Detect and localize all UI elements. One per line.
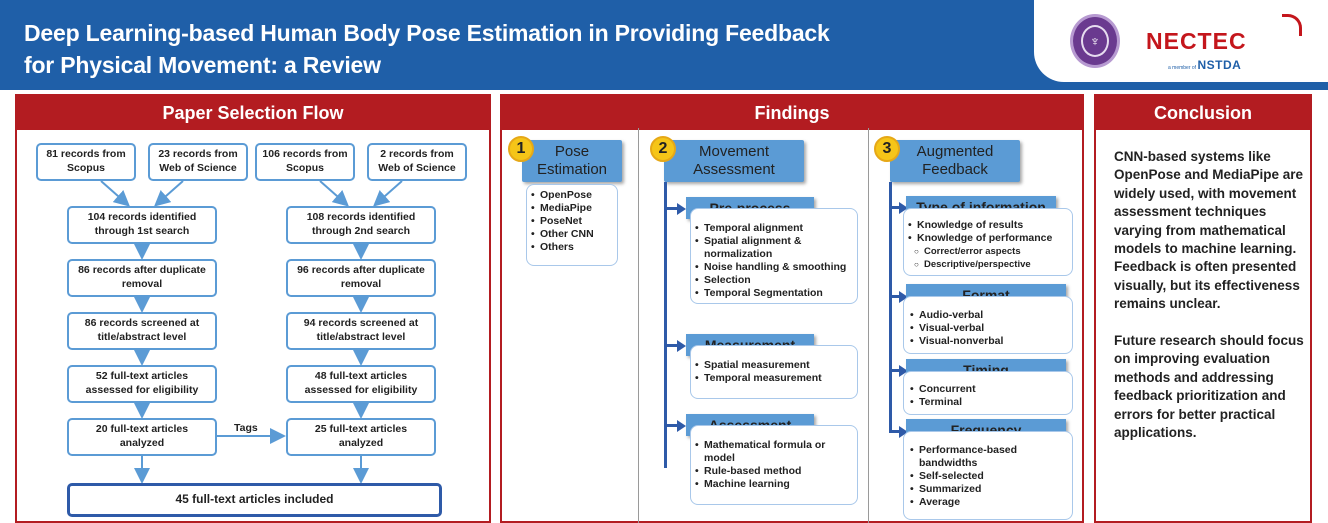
list-item: MediaPipe: [529, 202, 617, 215]
movement-assessment-header: Movement Assessment: [664, 140, 804, 182]
findings-column-pose: Pose Estimation 1 OpenPose MediaPipe Pos…: [502, 128, 639, 523]
logo-area: ♆ NECTEC a member of NSTDA: [1034, 0, 1328, 82]
arrow-head-icon: [677, 340, 686, 352]
connector-line: [889, 369, 901, 372]
connector-line: [889, 206, 901, 209]
conclusion-text: CNN-based systems like OpenPose and Medi…: [1114, 148, 1304, 461]
poster-header: Deep Learning-based Human Body Pose Esti…: [0, 0, 1328, 90]
conclusion-panel: Conclusion CNN-based systems like OpenPo…: [1094, 94, 1312, 523]
conclusion-paragraph-1: CNN-based systems like OpenPose and Medi…: [1114, 149, 1304, 312]
frequency-list: Performance-based bandwidths Self-select…: [903, 431, 1073, 520]
finding-number-badge-2: 2: [650, 136, 676, 162]
flow-box-dedup-1: 86 records after duplicate removal: [67, 259, 217, 297]
list-item: Selection: [693, 274, 857, 287]
feedback-tree-line: [889, 182, 892, 432]
conclusion-heading: Conclusion: [1096, 96, 1310, 130]
list-item: Machine learning: [693, 478, 857, 491]
flow-box-final: 45 full-text articles included: [67, 483, 442, 517]
list-item: Performance-based bandwidths: [908, 444, 1028, 470]
list-subitem: Correct/error aspects: [906, 245, 1072, 258]
paper-selection-heading: Paper Selection Flow: [17, 96, 489, 130]
poster-title-line-1: Deep Learning-based Human Body Pose Esti…: [24, 20, 830, 46]
list-item: Other CNN: [529, 228, 617, 241]
list-item: Spatial alignment & normalization: [693, 235, 823, 261]
connector-line: [889, 295, 901, 298]
list-item: Others: [529, 241, 617, 254]
list-item: PoseNet: [529, 215, 617, 228]
flow-box-screened-2: 94 records screened at title/abstract le…: [286, 312, 436, 350]
list-item: Knowledge of results: [906, 219, 1072, 232]
flow-box-dedup-2: 96 records after duplicate removal: [286, 259, 436, 297]
list-item: Summarized: [908, 483, 1072, 496]
arrow-head-icon: [677, 203, 686, 215]
arrow-head-icon: [899, 202, 908, 214]
list-item: Temporal alignment: [693, 222, 857, 235]
connector-line: [889, 430, 901, 433]
list-item: Visual-verbal: [908, 322, 1072, 335]
flow-box-scopus-2: 106 records from Scopus: [255, 143, 355, 181]
connector-line: [664, 207, 680, 210]
list-item: Visual-nonverbal: [908, 335, 1072, 348]
flow-box-scopus-1: 81 records from Scopus: [36, 143, 136, 181]
flow-box-wos-2: 2 records from Web of Science: [367, 143, 467, 181]
flow-box-identified-2: 108 records identified through 2nd searc…: [286, 206, 436, 244]
nectec-logo: NECTEC: [1146, 28, 1247, 54]
list-item: Temporal Segmentation: [693, 287, 857, 300]
findings-column-feedback: Augmented Feedback 3 Type of information…: [869, 128, 1082, 523]
flow-box-screened-1: 86 records screened at title/abstract le…: [67, 312, 217, 350]
type-of-information-list: Knowledge of results Knowledge of perfor…: [903, 208, 1073, 276]
flow-box-identified-1: 104 records identified through 1st searc…: [67, 206, 217, 244]
poster-title-line-2: for Physical Movement: a Review: [24, 52, 381, 78]
list-item: Noise handling & smoothing: [693, 261, 857, 274]
movement-tree-line: [664, 182, 667, 468]
arrow-head-icon: [899, 291, 908, 303]
list-item: Audio-verbal: [908, 309, 1072, 322]
flow-box-eligibility-2: 48 full-text articles assessed for eligi…: [286, 365, 436, 403]
pose-estimation-list: OpenPose MediaPipe PoseNet Other CNN Oth…: [526, 184, 618, 266]
findings-column-movement: Movement Assessment 2 Pre-process Tempor…: [639, 128, 869, 523]
list-item: Self-selected: [908, 470, 1072, 483]
list-item: OpenPose: [529, 189, 617, 202]
arrow-head-icon: [899, 365, 908, 377]
findings-heading: Findings: [502, 96, 1082, 130]
tags-label: Tags: [234, 422, 258, 434]
list-item: Mathematical formula or model: [693, 439, 833, 465]
flow-box-analyzed-2: 25 full-text articles analyzed: [286, 418, 436, 456]
nstda-logo: a member of NSTDA: [1168, 58, 1242, 72]
flow-box-wos-1: 23 records from Web of Science: [148, 143, 248, 181]
finding-number-badge-3: 3: [874, 136, 900, 162]
connector-line: [664, 424, 680, 427]
assessment-list: Mathematical formula or model Rule-based…: [690, 425, 858, 505]
timing-list: Concurrent Terminal: [903, 371, 1073, 415]
list-subitem: Descriptive/perspective: [906, 258, 1072, 271]
list-item: Knowledge of performance: [906, 232, 1072, 245]
format-list: Audio-verbal Visual-verbal Visual-nonver…: [903, 296, 1073, 354]
preprocess-list: Temporal alignment Spatial alignment & n…: [690, 208, 858, 304]
finding-number-badge-1: 1: [508, 136, 534, 162]
list-item: Temporal measurement: [693, 372, 857, 385]
flow-arrows: [100, 180, 403, 484]
findings-panel: Findings Pose Estimation 1 OpenPose Medi…: [500, 94, 1084, 523]
conclusion-paragraph-2: Future research should focus on improvin…: [1114, 333, 1304, 441]
augmented-feedback-header: Augmented Feedback: [890, 140, 1020, 182]
list-item: Rule-based method: [693, 465, 857, 478]
nectec-swoosh-icon: [1282, 14, 1302, 36]
flow-box-analyzed-1: 20 full-text articles analyzed: [67, 418, 217, 456]
pose-estimation-header: Pose Estimation: [522, 140, 622, 182]
arrow-head-icon: [899, 426, 908, 438]
list-item: Concurrent: [908, 383, 1072, 396]
measurement-list: Spatial measurement Temporal measurement: [690, 345, 858, 399]
arrow-head-icon: [677, 420, 686, 432]
flow-box-eligibility-1: 52 full-text articles assessed for eligi…: [67, 365, 217, 403]
university-seal-icon: ♆: [1070, 14, 1120, 68]
list-item: Spatial measurement: [693, 359, 857, 372]
paper-selection-panel: Paper Selection Flow 81 records from Sco…: [15, 94, 491, 523]
list-item: Terminal: [908, 396, 1072, 409]
connector-line: [664, 344, 680, 347]
list-item: Average: [908, 496, 1072, 509]
